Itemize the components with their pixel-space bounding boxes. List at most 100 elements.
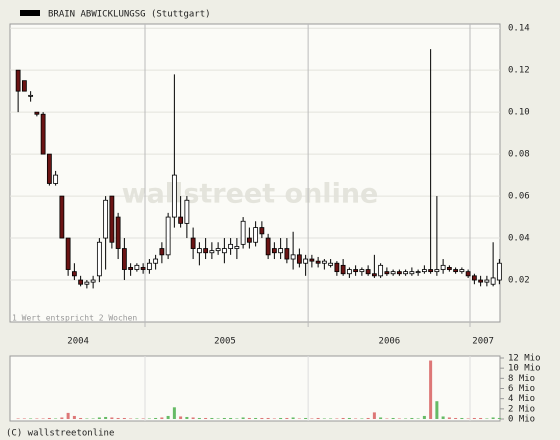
volume-bar — [379, 417, 383, 419]
volume-bar — [85, 418, 89, 419]
volume-bar — [416, 418, 420, 419]
y-tick-label: 0.08 — [508, 150, 530, 160]
volume-bar — [485, 418, 489, 419]
volume-bar — [216, 418, 220, 419]
candle-body — [96, 241, 102, 277]
volume-bar — [135, 418, 139, 419]
candle-body — [228, 243, 234, 249]
volume-bar — [97, 417, 101, 419]
volume-bar — [472, 417, 476, 419]
candle-body — [240, 220, 246, 245]
y-tick-label: 12 Mio — [508, 354, 541, 364]
candle-body — [90, 279, 96, 283]
candle-body — [84, 281, 90, 285]
volume-bar — [341, 417, 345, 419]
volume-bar — [460, 417, 464, 419]
candle-body — [203, 248, 209, 254]
x-tick-label: 2004 — [67, 337, 89, 347]
volume-bar — [466, 418, 470, 419]
volume-bar — [304, 417, 308, 419]
volume-bar — [116, 417, 120, 419]
volume-bar — [247, 417, 251, 419]
candle-body — [121, 248, 127, 270]
volume-bar — [391, 417, 395, 419]
x-tick-label: 2006 — [379, 337, 401, 347]
candle-body — [215, 248, 221, 252]
candle-body — [259, 227, 265, 235]
candle-body — [271, 248, 277, 254]
candle-body — [209, 250, 215, 254]
volume-bar — [447, 417, 451, 419]
volume-bar — [147, 418, 151, 419]
candle-body — [428, 269, 434, 273]
volume-bar — [54, 418, 58, 419]
candle-body — [128, 267, 134, 270]
candle-body — [484, 279, 490, 283]
candle-body — [171, 174, 177, 218]
volume-bar — [310, 418, 314, 419]
volume-bar — [354, 418, 358, 419]
candle-body — [153, 258, 159, 264]
candle-body — [65, 237, 71, 270]
volume-bar — [454, 417, 458, 419]
candle-body — [465, 271, 471, 277]
volume-bar — [179, 416, 183, 419]
candle-body — [446, 267, 452, 270]
candle-body — [146, 262, 152, 270]
candle-body — [490, 277, 496, 285]
x-tick-label: 2005 — [214, 337, 236, 347]
candle-body — [165, 216, 171, 256]
y-tick-label: 0.10 — [508, 108, 530, 118]
candle-body — [321, 260, 327, 264]
candle-body — [59, 195, 65, 239]
volume-bar — [329, 418, 333, 419]
candle-body — [53, 174, 59, 184]
candle-body — [365, 269, 371, 275]
candle-body — [340, 264, 346, 275]
candle-body — [309, 258, 315, 262]
y-tick-label: 2 Mio — [508, 404, 535, 414]
candle-body — [134, 264, 140, 270]
volume-bar — [154, 417, 158, 419]
candle-body — [140, 267, 146, 270]
chart-title: BRAIN ABWICKLUNGSG (Stuttgart) — [48, 10, 211, 20]
volume-bar — [141, 418, 145, 419]
candle-body — [459, 269, 465, 273]
volume-bar — [260, 417, 264, 419]
y-tick-label: 0.06 — [508, 192, 530, 202]
volume-bar — [110, 417, 114, 419]
volume-bar — [397, 418, 401, 419]
candle-body — [359, 269, 365, 273]
candle-body — [384, 271, 390, 275]
volume-bar — [360, 418, 364, 419]
candle-body — [115, 216, 121, 249]
note: 1 Wert entspricht 2 Wochen — [12, 314, 137, 323]
candle-body — [284, 248, 290, 260]
candle-body — [346, 269, 352, 275]
candle-body — [71, 271, 77, 277]
volume-bar — [285, 417, 289, 419]
candle-body — [253, 227, 259, 243]
candle-body — [303, 258, 309, 264]
candle-body — [184, 199, 190, 224]
volume-bar — [297, 418, 301, 419]
volume-bar — [41, 418, 45, 419]
volume-bar — [47, 417, 51, 419]
volume-bar — [279, 417, 283, 419]
y-tick-label: 0.04 — [508, 234, 530, 244]
volume-bar — [91, 418, 95, 419]
candle-body — [434, 269, 440, 273]
volume-bar — [322, 418, 326, 419]
volume-bar — [166, 415, 170, 419]
candle-body — [315, 260, 321, 264]
volume-bar — [122, 417, 126, 419]
candle-body — [440, 264, 446, 270]
volume-bar — [72, 415, 76, 419]
candle-body — [159, 248, 165, 256]
volume-bar — [229, 417, 233, 419]
candle-body — [46, 153, 52, 184]
candle-body — [353, 269, 359, 273]
candle-body — [21, 80, 27, 92]
volume-bar — [404, 418, 408, 419]
